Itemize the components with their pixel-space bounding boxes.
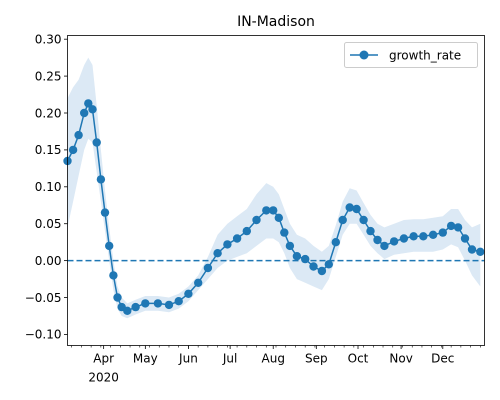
data-point bbox=[280, 228, 289, 237]
data-point bbox=[92, 138, 101, 147]
data-point bbox=[184, 289, 193, 298]
data-point bbox=[324, 260, 333, 269]
data-point bbox=[113, 293, 122, 302]
data-point bbox=[467, 245, 477, 254]
data-point bbox=[174, 297, 183, 306]
data-point bbox=[252, 215, 261, 225]
data-point bbox=[68, 145, 78, 155]
data-point bbox=[274, 213, 283, 222]
y-tick-label: 0.05 bbox=[35, 217, 62, 231]
y-tick-label: 0.25 bbox=[35, 69, 62, 83]
x-tick-label: Dec bbox=[431, 352, 454, 366]
x-tick-label: Jul bbox=[222, 352, 237, 366]
data-point bbox=[438, 228, 447, 237]
data-point bbox=[292, 252, 302, 261]
data-point bbox=[84, 99, 93, 108]
y-tick-label: −0.05 bbox=[25, 291, 62, 305]
data-point bbox=[153, 299, 163, 308]
data-point bbox=[242, 226, 251, 236]
data-point bbox=[309, 262, 318, 271]
data-point bbox=[359, 215, 368, 225]
data-point bbox=[105, 241, 114, 251]
x-tick-label: Jun bbox=[178, 352, 198, 366]
data-point bbox=[74, 130, 83, 140]
y-tick-label: 0.00 bbox=[35, 254, 62, 268]
data-point bbox=[366, 226, 375, 236]
data-point bbox=[109, 271, 118, 280]
y-tick-label: 0.20 bbox=[35, 106, 62, 120]
x-tick-label: Aug bbox=[262, 352, 285, 366]
legend: growth_rate bbox=[344, 42, 478, 68]
confidence-band-layer bbox=[67, 57, 481, 319]
x-tick-year-label: 2020 bbox=[88, 371, 119, 385]
x-tick-label: Nov bbox=[389, 352, 412, 366]
data-point bbox=[419, 232, 428, 241]
data-point bbox=[269, 206, 278, 215]
data-point bbox=[88, 105, 97, 114]
data-point bbox=[352, 204, 361, 214]
data-point bbox=[301, 254, 310, 264]
y-tick-label: 0.30 bbox=[35, 32, 62, 46]
data-point bbox=[476, 247, 485, 256]
data-point bbox=[453, 223, 463, 232]
data-point bbox=[285, 241, 295, 251]
data-point bbox=[338, 215, 347, 225]
x-axis: Apr 2020 May Jun Jul Aug Sep Oct Nov Dec bbox=[71, 345, 481, 385]
legend-series-label: growth_rate bbox=[389, 49, 461, 63]
data-point bbox=[380, 241, 389, 251]
legend-marker-swatch bbox=[359, 50, 369, 60]
data-point bbox=[194, 278, 203, 287]
y-tick-label: −0.10 bbox=[25, 328, 62, 342]
data-point bbox=[428, 230, 438, 239]
series-points-layer bbox=[63, 99, 485, 315]
y-tick-label: 0.15 bbox=[35, 143, 62, 157]
data-point bbox=[141, 299, 150, 308]
data-point bbox=[331, 238, 340, 247]
data-point bbox=[80, 108, 89, 118]
data-point bbox=[223, 240, 232, 249]
data-point bbox=[373, 235, 382, 245]
x-tick-label: Oct bbox=[348, 352, 369, 366]
y-axis: −0.10 −0.05 0.00 0.05 0.10 0.15 0.20 0.25 0.30 bbox=[25, 32, 68, 342]
confidence-band bbox=[67, 57, 481, 319]
data-point bbox=[164, 300, 174, 310]
data-point bbox=[317, 266, 327, 276]
data-point bbox=[203, 263, 213, 273]
data-point bbox=[345, 203, 354, 212]
chart-title: IN-Madison bbox=[237, 14, 315, 30]
x-tick-label: Apr bbox=[93, 352, 114, 366]
data-point bbox=[96, 175, 106, 184]
data-point bbox=[213, 249, 222, 258]
data-point bbox=[100, 208, 110, 217]
data-point bbox=[131, 302, 140, 312]
data-point bbox=[123, 306, 132, 315]
data-point bbox=[460, 234, 470, 243]
y-tick-label: 0.10 bbox=[35, 180, 62, 194]
data-point bbox=[399, 234, 409, 243]
data-point bbox=[389, 237, 399, 246]
data-point bbox=[262, 206, 271, 215]
data-point bbox=[446, 221, 456, 231]
x-tick-label: May bbox=[133, 352, 158, 366]
legend-box bbox=[344, 42, 478, 68]
data-point bbox=[409, 232, 418, 241]
x-tick-label: Sep bbox=[305, 352, 328, 366]
data-point bbox=[232, 234, 242, 243]
